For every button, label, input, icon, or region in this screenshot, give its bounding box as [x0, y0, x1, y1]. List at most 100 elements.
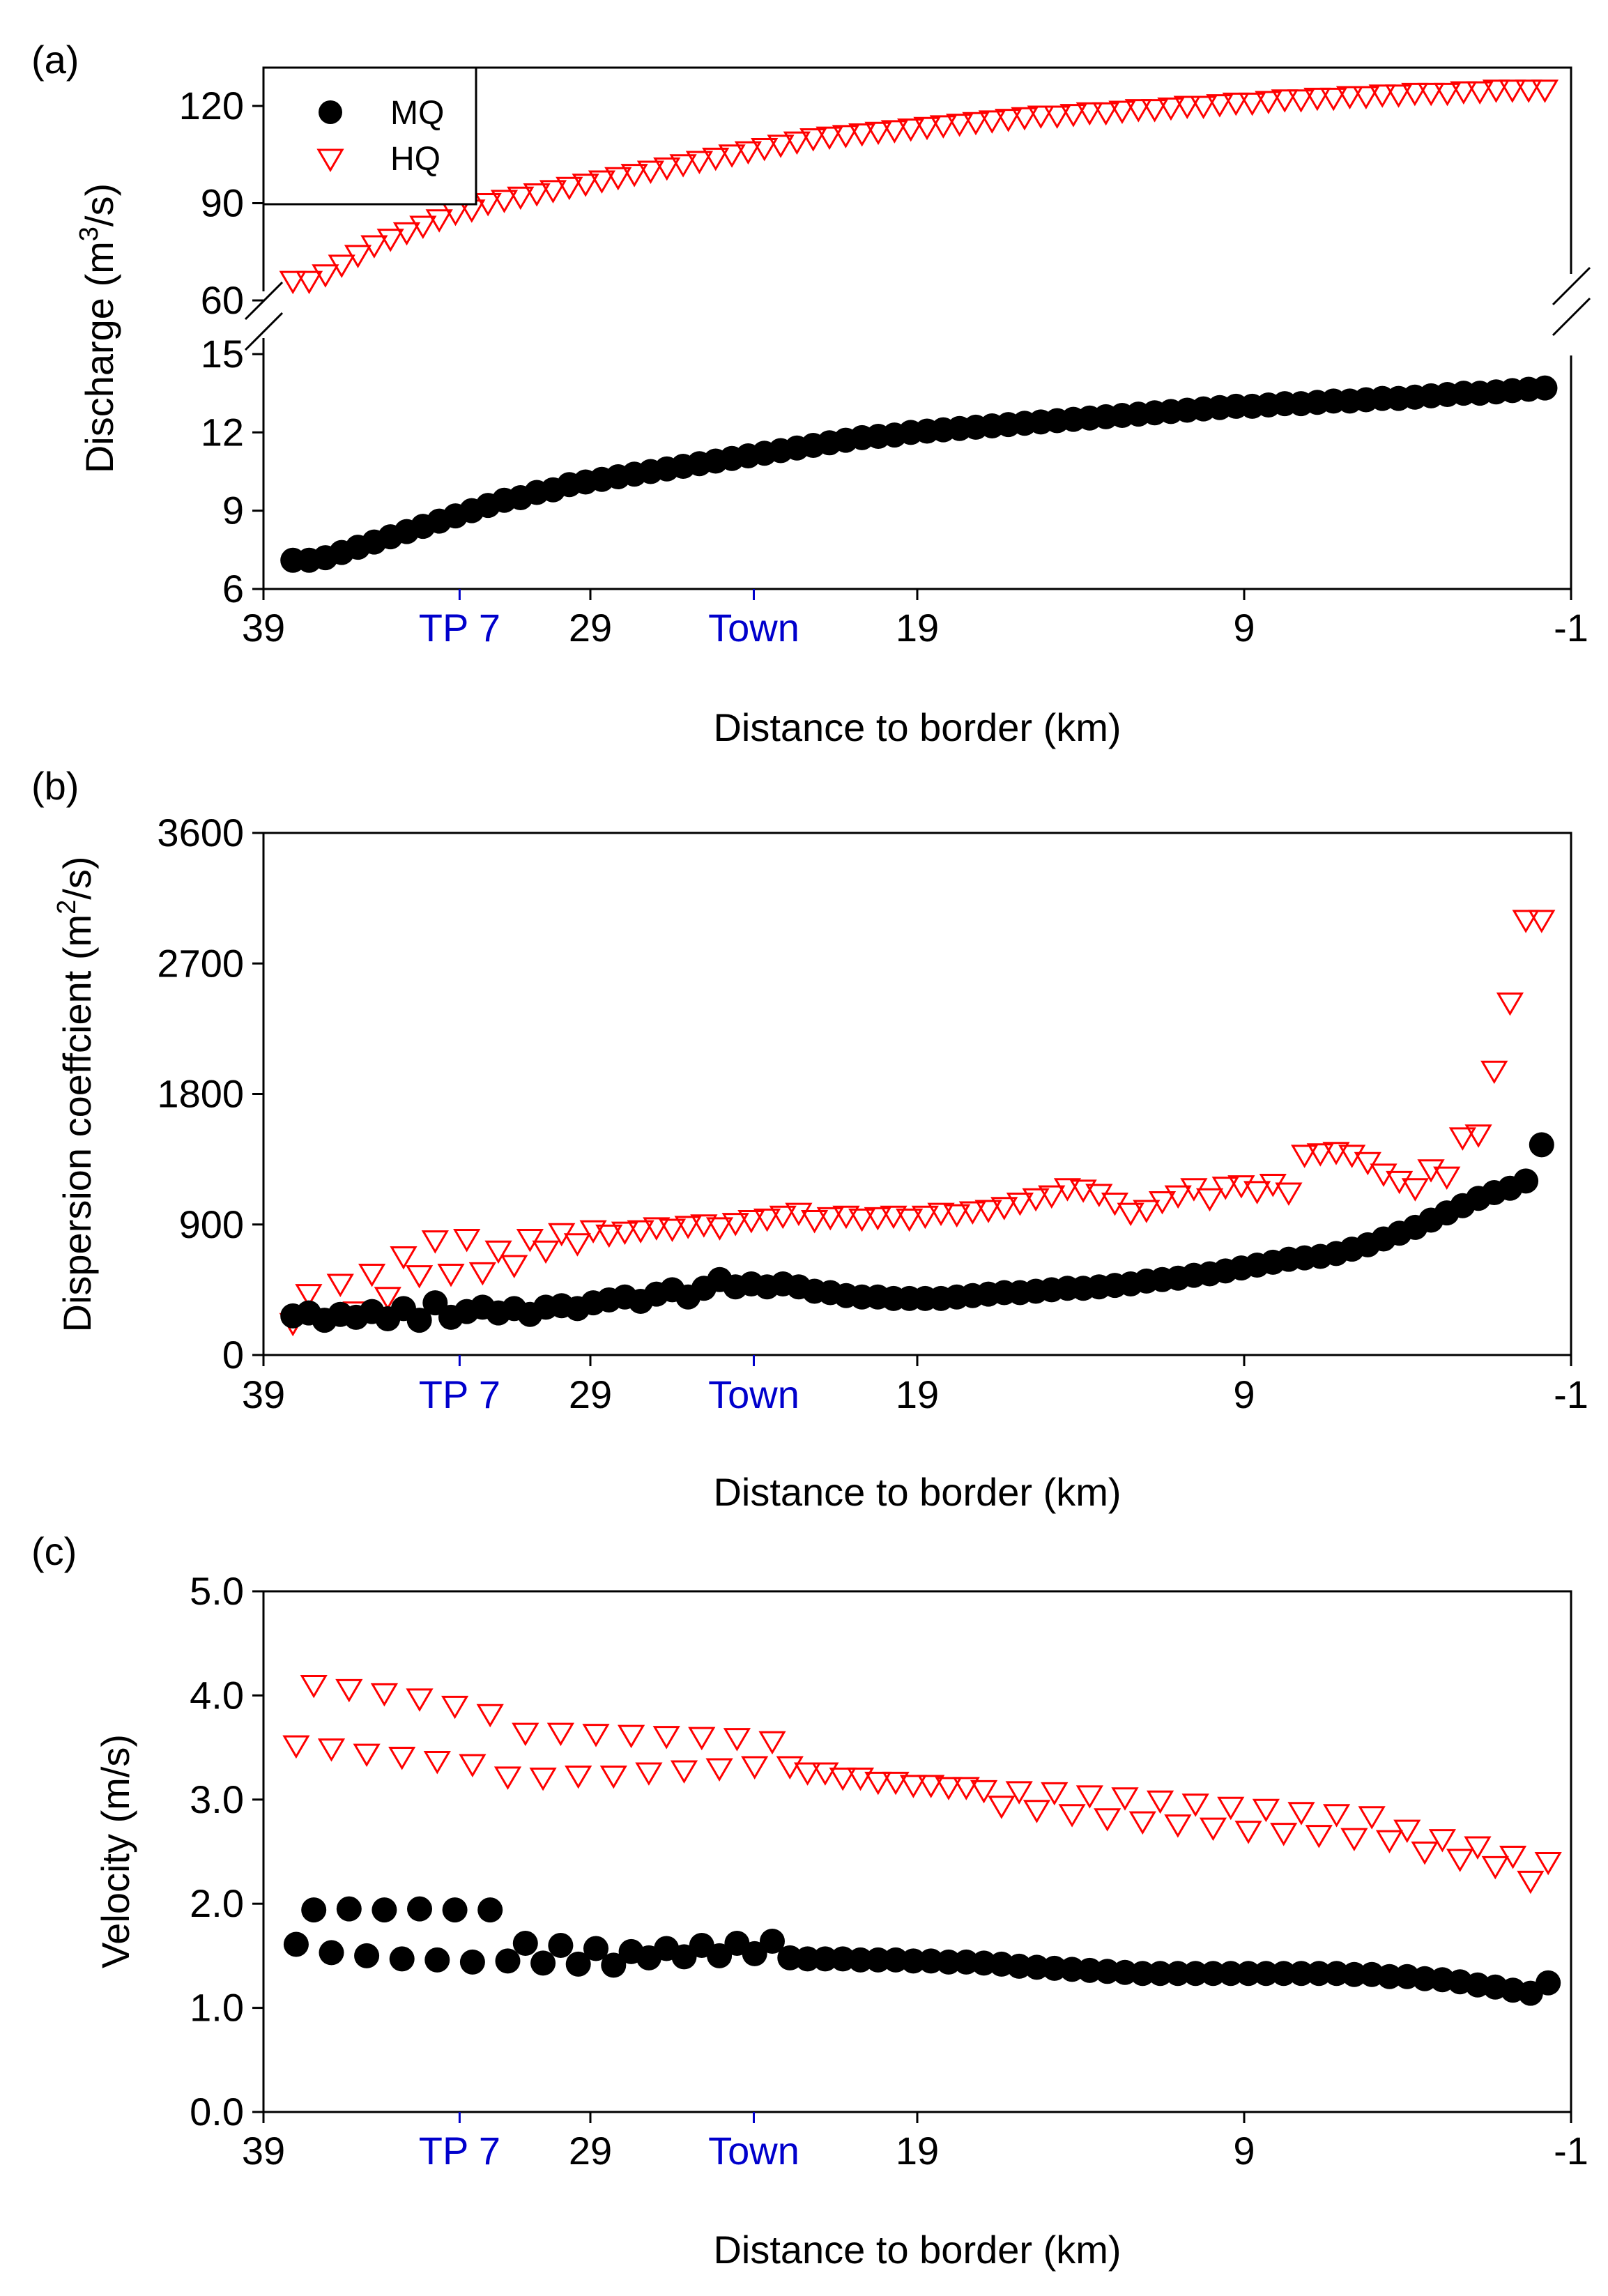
hq-point	[532, 1240, 560, 1264]
hq-point	[425, 209, 453, 233]
mq-point	[1253, 1961, 1279, 1987]
hq-point	[1417, 82, 1445, 107]
hq-point	[1128, 1811, 1156, 1835]
hq-point	[1354, 1151, 1381, 1176]
mq-point	[1165, 1961, 1190, 1987]
mq-point	[495, 1948, 521, 1974]
hq-point	[474, 193, 502, 217]
mq-point	[406, 1896, 432, 1922]
mq-point	[1200, 1961, 1226, 1987]
hq-point	[1466, 81, 1494, 105]
hq-point	[832, 1205, 860, 1230]
hq-point	[946, 114, 974, 137]
hq-point	[652, 1726, 680, 1750]
hq-point	[1075, 102, 1103, 126]
hq-point	[723, 1728, 751, 1752]
hq-point	[846, 1767, 875, 1791]
x-tick-label: 9	[1233, 606, 1255, 650]
mq-point	[354, 1943, 380, 1968]
hq-point	[353, 1743, 381, 1768]
hq-point	[927, 1202, 955, 1227]
hq-point	[595, 1224, 623, 1248]
hq-point	[1181, 1793, 1209, 1817]
hq-point	[1140, 99, 1169, 123]
hq-point	[935, 1777, 963, 1800]
mq-point	[601, 1952, 627, 1978]
panel-c-x-ticks: 39 29 19 9 -1 TP 7 Town	[242, 2112, 1588, 2173]
y-tick-label: 0.0	[190, 2090, 244, 2134]
mq-point	[1306, 1961, 1332, 1987]
mq-point	[1532, 375, 1558, 401]
hq-point	[441, 1695, 469, 1720]
panel-b: (b) 0 900 1800 2700 3600 39 29 19 9 -1 TP 7 Town D…	[31, 764, 1588, 1514]
hq-point	[588, 170, 616, 194]
mq-point	[1341, 1961, 1367, 1987]
hq-point	[1531, 79, 1559, 103]
hq-point	[1322, 1142, 1350, 1165]
hq-point	[669, 154, 697, 178]
panel-c-y-axis-title: Velocity (m/s)	[93, 1734, 137, 1968]
legend-hq-label: HQ	[390, 141, 441, 178]
panel-b-y-axis-title: Dispersion coeffcient (m2/s)	[52, 856, 99, 1332]
y-tick-label: 90	[201, 181, 244, 225]
hq-point	[1211, 1177, 1239, 1200]
x-tick-label: -1	[1554, 2129, 1588, 2173]
panel-c: (c) 0.0 1.0 2.0 3.0 4.0 5.0 39 29 19 9 -1 TP 7 Town…	[31, 1529, 1588, 2272]
y-tick-label: 5.0	[190, 1569, 244, 1613]
hq-point	[1499, 1845, 1527, 1869]
y-tick-label: 3600	[157, 811, 244, 855]
hq-point	[539, 180, 567, 204]
hq-point	[952, 1777, 980, 1800]
hq-point	[769, 1205, 797, 1230]
hq-point	[1528, 910, 1556, 933]
hq-point	[1370, 1163, 1398, 1187]
mq-point	[1288, 1961, 1314, 1987]
hq-point	[1222, 92, 1250, 116]
panel-b-x-axis-title: Distance to border (km)	[713, 1470, 1121, 1514]
y-tick-label: 120	[179, 84, 244, 128]
landmark-label: TP 7	[419, 606, 500, 650]
hq-point	[1305, 1825, 1333, 1849]
axis-break-mark-left-top	[244, 281, 284, 321]
panel-b-frame	[262, 832, 1572, 1356]
x-tick-label: 9	[1233, 2129, 1255, 2173]
mq-point	[1529, 1132, 1554, 1158]
hq-point	[1464, 1836, 1492, 1860]
mq-point	[372, 1897, 397, 1923]
hq-point	[800, 1210, 829, 1234]
hq-point	[1352, 86, 1380, 110]
x-tick-label: 29	[569, 606, 612, 650]
hq-point	[572, 174, 599, 197]
panel-a-upper-y-ticks: 60 90 120	[179, 84, 263, 322]
hq-point	[1306, 1143, 1334, 1167]
mq-point	[548, 1932, 574, 1958]
hq-point	[653, 157, 681, 181]
hq-point	[295, 270, 323, 295]
y-tick-label: 0	[222, 1333, 244, 1377]
panel-a-hq-series	[279, 79, 1559, 295]
hq-point	[493, 1766, 522, 1790]
hq-point	[1164, 1814, 1192, 1838]
y-tick-label: 1.0	[190, 1986, 244, 2030]
hq-point	[816, 126, 843, 151]
hq-point	[476, 1704, 504, 1728]
hq-point	[848, 123, 876, 147]
hq-point	[1023, 1800, 1051, 1823]
panel-a-lower-frame	[262, 338, 1572, 590]
hq-point	[1496, 992, 1524, 1016]
hq-point	[643, 1217, 671, 1241]
hq-point	[1022, 1188, 1050, 1212]
mq-point	[707, 1943, 733, 1968]
mq-point	[935, 1949, 961, 1975]
axis-break-mark-left-bottom	[244, 312, 284, 351]
panel-c-frame	[262, 1590, 1572, 2113]
hq-point	[958, 1201, 986, 1225]
mq-point	[459, 1949, 485, 1975]
hq-point	[899, 1775, 928, 1798]
panel-a-mq-series	[280, 375, 1558, 573]
panel-c-hq-series	[282, 1674, 1562, 1895]
mq-point	[442, 1897, 468, 1923]
hq-point	[1111, 1787, 1139, 1811]
hq-point	[344, 245, 372, 268]
mq-point	[1377, 1964, 1402, 1989]
